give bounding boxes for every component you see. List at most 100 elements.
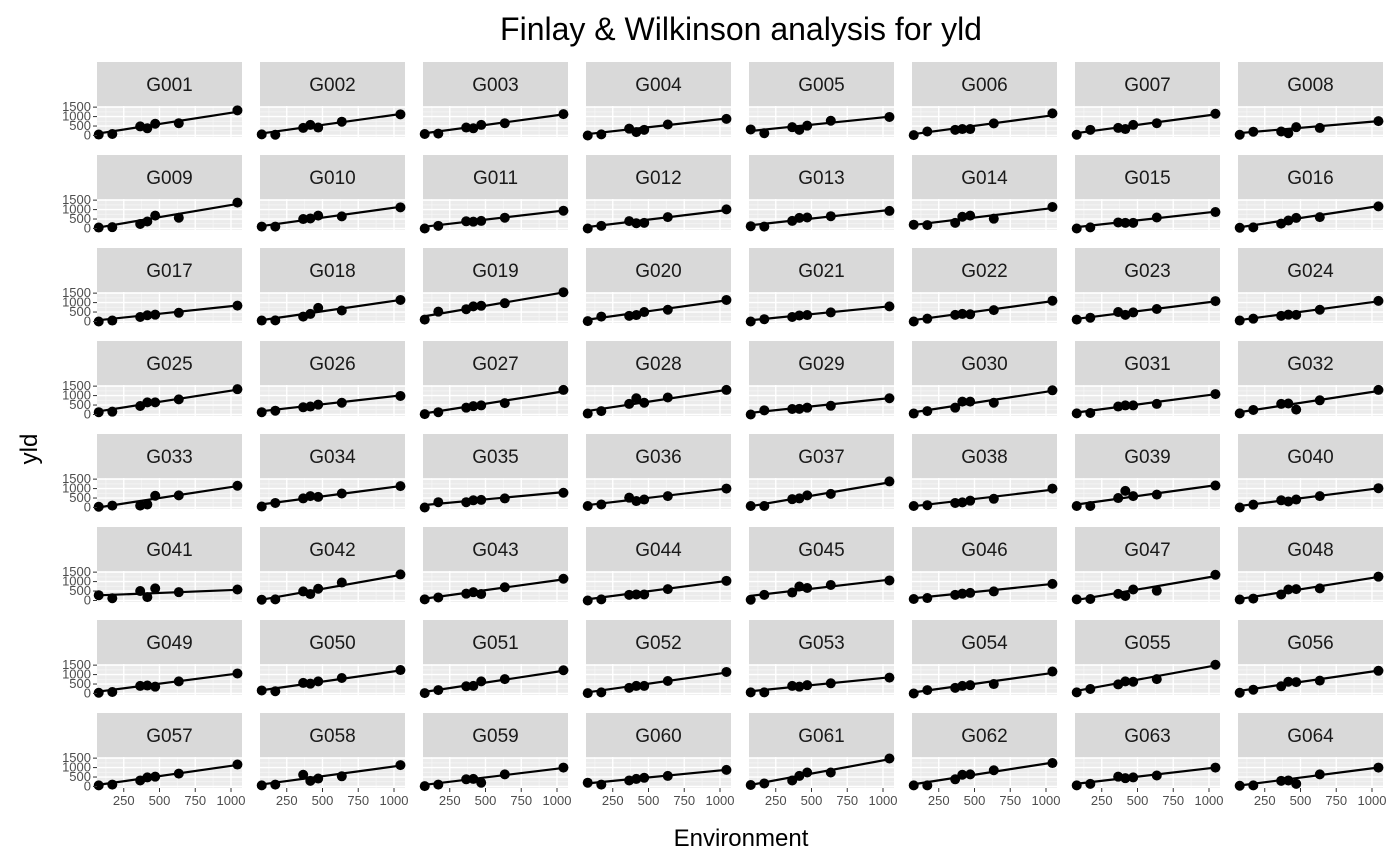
data-point — [1248, 126, 1259, 137]
data-point — [631, 127, 642, 138]
data-point — [336, 488, 347, 499]
data-point — [884, 672, 895, 683]
x-tick-label: 250 — [276, 793, 298, 808]
facet-strip — [912, 62, 1057, 106]
data-point — [476, 676, 487, 687]
data-point — [150, 583, 161, 594]
facet-panel: G038 — [908, 434, 1058, 511]
facet-panel: G024 — [1234, 248, 1384, 326]
data-point — [1085, 593, 1096, 604]
facet-panel: G021 — [745, 248, 895, 327]
data-point — [965, 309, 976, 320]
y-tick-label: 1000 — [62, 295, 91, 310]
data-point — [759, 405, 770, 416]
data-point — [582, 408, 593, 419]
regression-line — [261, 764, 401, 786]
data-point — [1276, 681, 1287, 692]
y-tick-label: 1000 — [62, 667, 91, 682]
data-point — [1047, 578, 1058, 589]
regression-line — [1239, 669, 1379, 692]
regression-line — [750, 115, 890, 133]
data-point — [988, 765, 999, 776]
facet-strip-label: G027 — [472, 354, 518, 375]
data-point — [1314, 675, 1325, 686]
facet-strip — [912, 713, 1057, 757]
regression-line — [913, 206, 1053, 227]
regression-line — [424, 491, 564, 507]
data-point — [1291, 122, 1302, 133]
data-point — [433, 685, 444, 696]
facet-strip-label: G015 — [1124, 168, 1170, 189]
data-point — [1314, 395, 1325, 406]
regression-line — [587, 579, 727, 601]
x-tick-label: 750 — [673, 793, 695, 808]
data-point — [336, 397, 347, 408]
data-point — [1291, 309, 1302, 320]
data-point — [1113, 217, 1124, 228]
data-point — [825, 307, 836, 318]
facet-strip-label: G007 — [1124, 75, 1170, 96]
data-point — [596, 220, 607, 231]
facet-strip-label: G002 — [309, 75, 355, 96]
facet-strip — [749, 713, 894, 757]
data-point — [988, 213, 999, 224]
data-point — [1314, 212, 1325, 223]
regression-line — [1239, 120, 1379, 135]
regression-line — [1076, 210, 1216, 229]
x-tick-label: 500 — [638, 793, 660, 808]
data-point — [884, 476, 895, 487]
facet-panel: G051 — [419, 620, 569, 699]
data-point — [298, 769, 309, 780]
y-tick-label: 500 — [69, 676, 91, 691]
data-point — [1314, 304, 1325, 315]
facet-panel: G050 — [256, 620, 406, 697]
y-tick-label: 0 — [84, 127, 91, 142]
data-point — [232, 105, 243, 116]
facet-strip — [586, 248, 731, 292]
facet-strip-label: G059 — [472, 726, 518, 747]
facet-panel: G012 — [582, 155, 732, 234]
data-point — [476, 300, 487, 311]
data-point — [305, 119, 316, 130]
facet-panel: G056 — [1234, 620, 1384, 698]
facet-strip-label: G017 — [146, 261, 192, 282]
data-point — [1210, 108, 1221, 119]
data-point — [957, 124, 968, 135]
facet-strip — [1075, 341, 1220, 385]
regression-line — [587, 487, 727, 507]
data-point — [93, 501, 104, 512]
data-point — [988, 493, 999, 504]
data-point — [433, 779, 444, 790]
data-point — [93, 687, 104, 698]
regression-line — [750, 758, 890, 786]
x-tick-label: 1000 — [1195, 793, 1224, 808]
data-point — [499, 769, 510, 780]
data-point — [965, 495, 976, 506]
data-point — [794, 310, 805, 321]
y-tick-label: 1500 — [62, 471, 91, 486]
data-point — [256, 315, 267, 326]
facet-strip-label: G048 — [1287, 540, 1333, 561]
data-point — [395, 294, 406, 305]
data-point — [1283, 215, 1294, 226]
data-point — [395, 109, 406, 120]
facet-strip — [260, 527, 405, 571]
facet-strip-label: G043 — [472, 540, 518, 561]
data-point — [313, 302, 324, 313]
facet-strip-label: G057 — [146, 726, 192, 747]
data-point — [787, 775, 798, 786]
facet-strip — [423, 434, 568, 478]
facet-strip — [1075, 434, 1220, 478]
data-point — [1120, 773, 1131, 784]
data-point — [624, 398, 635, 409]
data-point — [965, 124, 976, 135]
data-point — [1071, 500, 1082, 511]
data-point — [582, 316, 593, 327]
data-point — [988, 679, 999, 690]
regression-line — [98, 202, 238, 229]
data-point — [107, 222, 118, 233]
data-point — [499, 493, 510, 504]
data-point — [1128, 400, 1139, 411]
data-point — [745, 779, 756, 790]
facet-strip-label: G009 — [146, 168, 192, 189]
